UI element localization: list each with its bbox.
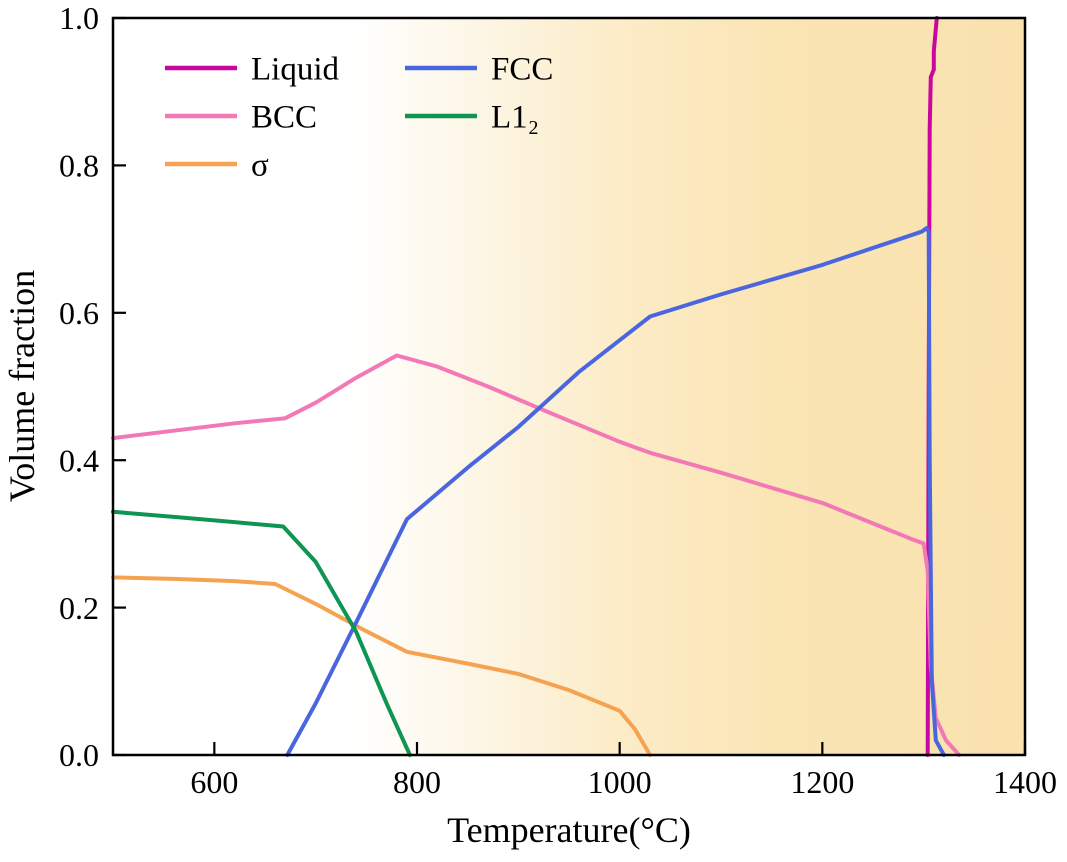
legend-label-FCC: FCC xyxy=(491,52,553,88)
y-axis-title: Volume fraction xyxy=(2,270,42,502)
legend-label-BCC: BCC xyxy=(251,100,317,136)
y-tick-label: 1.0 xyxy=(59,0,99,36)
x-tick-label: 1400 xyxy=(993,764,1057,800)
y-tick-label: 0.6 xyxy=(59,295,99,331)
plot-border xyxy=(111,16,1027,757)
y-tick-label: 0.4 xyxy=(59,442,99,478)
x-tick-label: 800 xyxy=(393,764,441,800)
series-line-L1₂ xyxy=(111,509,412,757)
x-tick-label: 1000 xyxy=(588,764,652,800)
y-tick-label: 0.2 xyxy=(59,590,99,626)
plot-background xyxy=(113,18,1025,755)
x-tick-label: 1200 xyxy=(790,764,854,800)
y-tick-label: 0.0 xyxy=(59,737,99,773)
x-axis-title: Temperature(°C) xyxy=(447,810,691,850)
legend-label-σ: σ xyxy=(251,148,269,184)
series-line-FCC xyxy=(285,226,946,757)
y-tick-label: 0.8 xyxy=(59,148,99,184)
chart-render-root: 600 800 1000 1200 1400 0.0 0.2 0.4 0.6 0.8 1.0 Liqu… xyxy=(59,0,1057,800)
legend-label-L1₂: L1₂ xyxy=(491,100,539,136)
x-tick-label: 600 xyxy=(190,764,238,800)
series-line-σ xyxy=(111,575,653,757)
legend-label-Liquid: Liquid xyxy=(251,52,339,88)
